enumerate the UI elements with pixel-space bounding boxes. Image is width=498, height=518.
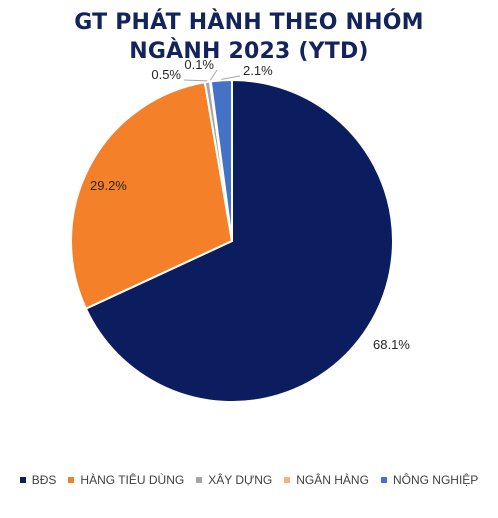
legend-swatch bbox=[19, 477, 26, 483]
data-label-nong-nghiep: 2.1% bbox=[243, 63, 273, 78]
legend-swatch bbox=[68, 477, 75, 483]
legend-label: BĐS bbox=[31, 473, 57, 487]
legend-label: HÀNG TIÊU DÙNG bbox=[80, 473, 185, 487]
chart-title: GT PHÁT HÀNH THEO NHÓM NGÀNH 2023 (YTD) bbox=[0, 8, 498, 66]
data-label-xay-dung: 0.5% bbox=[151, 67, 181, 82]
pie-slice-nong-nghiep bbox=[209, 78, 233, 242]
chart-title-line-1: GT PHÁT HÀNH THEO NHÓM bbox=[74, 10, 424, 35]
chart-legend: BĐS HÀNG TIÊU DÙNG XÂY DỰNG NGÂN HÀNG NÔNG N… bbox=[0, 473, 498, 487]
leader-line-ngan-hang bbox=[209, 69, 218, 81]
legend-swatch bbox=[196, 477, 203, 483]
legend-label: NGÂN HÀNG bbox=[296, 473, 369, 487]
data-label-bds: 68.1% bbox=[373, 337, 410, 352]
legend-swatch bbox=[380, 477, 387, 483]
pie-slice-bds bbox=[84, 78, 394, 403]
legend-label: NÔNG NGHIỆP bbox=[392, 473, 479, 487]
pie-slice-hang-tieu-dung bbox=[70, 81, 234, 310]
data-label-hang-tieu-dung: 29.2% bbox=[90, 178, 127, 193]
legend-label: XÂY DỰNG bbox=[208, 473, 273, 487]
legend-item-hang-tieu-dung: HÀNG TIÊU DÙNG bbox=[68, 473, 184, 487]
legend-item-xay-dung: XÂY DỰNG bbox=[196, 473, 272, 487]
legend-item-nong-nghiep: NÔNG NGHIỆP bbox=[380, 473, 479, 487]
leader-line-nong-nghiep bbox=[221, 75, 241, 80]
data-label-ngan-hang: 0.1% bbox=[184, 57, 214, 72]
legend-item-bds: BĐS bbox=[19, 473, 57, 487]
legend-swatch bbox=[284, 477, 291, 483]
chart-title-line-2: NGÀNH 2023 (YTD) bbox=[129, 39, 369, 64]
leader-line-xay-dung bbox=[183, 79, 208, 82]
legend-item-ngan-hang: NGÂN HÀNG bbox=[284, 473, 369, 487]
pie-chart: 68.1% 29.2% 0.5%0.1% 2.1% bbox=[70, 57, 410, 403]
